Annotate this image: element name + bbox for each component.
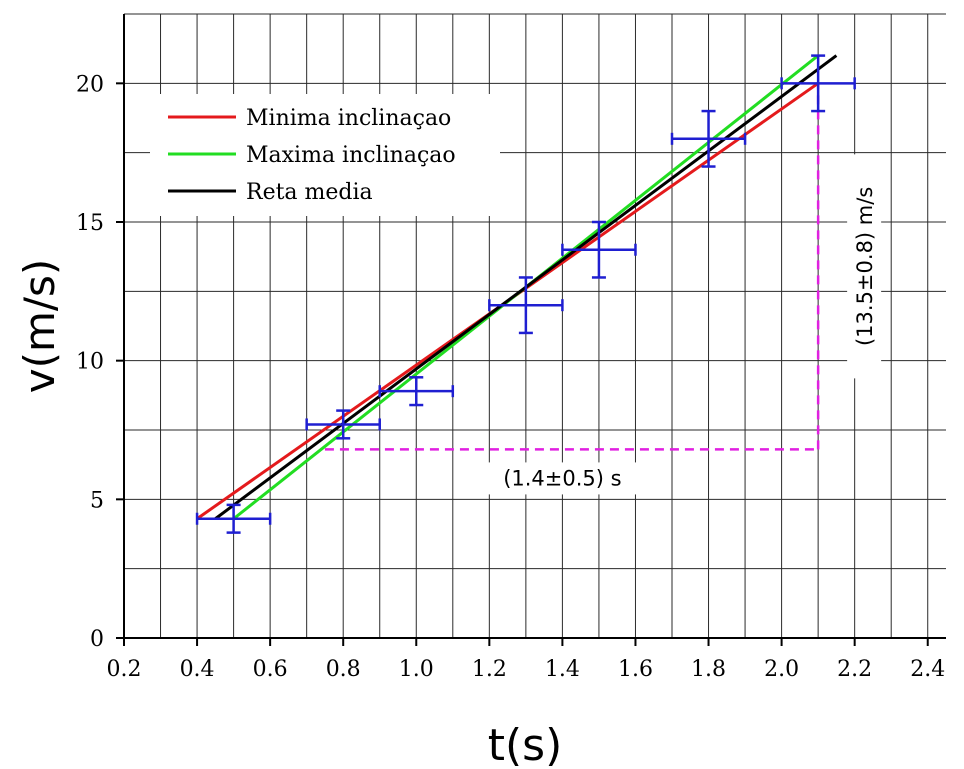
x-tick-label: 2.4 (910, 657, 945, 682)
vertical-annotation-label-background (847, 154, 882, 379)
tick-labels: 0.2 0.4 0.6 0.8 1.0 1.2 1.4 1.6 1.8 2.0 2.2 2.4 0 5 10… (76, 72, 945, 682)
data-point (195, 503, 272, 534)
y-tick-label: 5 (90, 488, 104, 513)
horizontal-annotation-label: (1.4±0.5) s (503, 466, 621, 490)
data-point (305, 409, 381, 440)
y-axis-title: v(m/s) (15, 259, 64, 394)
vertical-annotation-label: (13.5±0.8) m/s (853, 187, 877, 346)
data-point (488, 276, 564, 335)
annotations (324, 83, 820, 451)
x-tick-label: 2.2 (837, 657, 872, 682)
legend-label: Reta media (246, 180, 373, 205)
y-tick-label: 15 (76, 211, 104, 236)
data-point (378, 376, 455, 407)
x-tick-label: 0.2 (107, 657, 142, 682)
data-point (670, 109, 747, 168)
data-point (780, 54, 856, 113)
x-tick-label: 1.4 (545, 657, 580, 682)
y-tick-label: 20 (76, 72, 104, 97)
x-axis-title: t(s) (488, 720, 563, 769)
error-bars (195, 54, 856, 534)
x-tick-label: 1.6 (618, 657, 653, 682)
y-tick-label: 0 (90, 627, 104, 652)
y-tick-label: 10 (76, 350, 104, 375)
legend: Minima inclinaçao Maxima inclinaçao Reta m… (168, 106, 456, 205)
legend-label: Minima inclinaçao (246, 106, 451, 131)
legend-label: Maxima inclinaçao (246, 143, 456, 168)
data-point (561, 220, 637, 279)
horizontal-annotation-label-background (478, 462, 647, 495)
x-tick-label: 0.8 (326, 657, 361, 682)
x-tick-label: 0.6 (253, 657, 288, 682)
x-tick-label: 1.0 (399, 657, 434, 682)
x-tick-label: 2.0 (764, 657, 799, 682)
x-tick-label: 0.4 (180, 657, 215, 682)
axes (116, 14, 946, 646)
x-tick-label: 1.2 (472, 657, 507, 682)
x-tick-label: 1.8 (691, 657, 726, 682)
